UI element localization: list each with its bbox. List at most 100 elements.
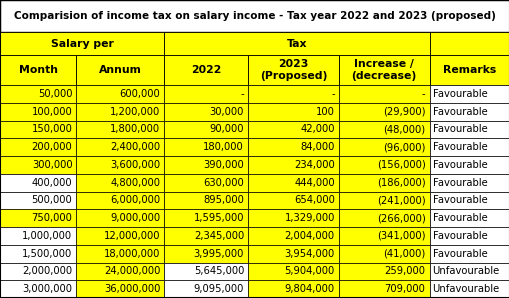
- Text: Favourable: Favourable: [432, 125, 487, 134]
- Bar: [76, 156, 164, 174]
- Text: 3,600,000: 3,600,000: [110, 160, 160, 170]
- Text: 90,000: 90,000: [209, 125, 244, 134]
- Bar: [164, 263, 248, 280]
- Bar: [0, 174, 76, 192]
- Text: Remarks: Remarks: [442, 65, 495, 75]
- Text: 444,000: 444,000: [294, 178, 334, 188]
- Text: 2022: 2022: [191, 65, 221, 75]
- Bar: [76, 103, 164, 121]
- Bar: [0, 121, 76, 138]
- Text: Favourable: Favourable: [432, 231, 487, 241]
- Bar: [76, 209, 164, 227]
- Bar: [248, 85, 338, 103]
- Bar: [0, 85, 76, 103]
- Text: 6,000,000: 6,000,000: [110, 195, 160, 205]
- Bar: [429, 121, 509, 138]
- Bar: [429, 227, 509, 245]
- Bar: [338, 85, 429, 103]
- Bar: [338, 174, 429, 192]
- Bar: [0, 192, 76, 209]
- Bar: [248, 263, 338, 280]
- Text: 500,000: 500,000: [32, 195, 72, 205]
- Bar: [429, 280, 509, 298]
- Text: 2,000,000: 2,000,000: [22, 266, 72, 276]
- Text: 9,000,000: 9,000,000: [110, 213, 160, 223]
- Bar: [76, 121, 164, 138]
- Text: 600,000: 600,000: [119, 89, 160, 99]
- Text: 1,200,000: 1,200,000: [110, 107, 160, 117]
- Text: (41,000): (41,000): [382, 249, 425, 259]
- Bar: [164, 32, 429, 55]
- Bar: [248, 280, 338, 298]
- Text: Unfavourable: Unfavourable: [432, 266, 499, 276]
- Text: (29,900): (29,900): [382, 107, 425, 117]
- Text: Favourable: Favourable: [432, 195, 487, 205]
- Text: 5,645,000: 5,645,000: [193, 266, 244, 276]
- Bar: [338, 209, 429, 227]
- Bar: [429, 209, 509, 227]
- Text: Favourable: Favourable: [432, 160, 487, 170]
- Text: -: -: [240, 89, 244, 99]
- Bar: [76, 227, 164, 245]
- Bar: [429, 103, 509, 121]
- Bar: [248, 103, 338, 121]
- Text: 400,000: 400,000: [32, 178, 72, 188]
- Text: 1,800,000: 1,800,000: [110, 125, 160, 134]
- Text: 12,000,000: 12,000,000: [103, 231, 160, 241]
- Bar: [248, 55, 338, 85]
- Bar: [76, 55, 164, 85]
- Text: Favourable: Favourable: [432, 89, 487, 99]
- Bar: [338, 138, 429, 156]
- Bar: [76, 280, 164, 298]
- Text: 654,000: 654,000: [293, 195, 334, 205]
- Bar: [76, 263, 164, 280]
- Text: -: -: [421, 89, 425, 99]
- Text: 9,804,000: 9,804,000: [284, 284, 334, 294]
- Text: 4,800,000: 4,800,000: [110, 178, 160, 188]
- Bar: [164, 192, 248, 209]
- Text: (96,000): (96,000): [382, 142, 425, 152]
- Text: 390,000: 390,000: [203, 160, 244, 170]
- Bar: [248, 121, 338, 138]
- Bar: [248, 192, 338, 209]
- Text: Favourable: Favourable: [432, 213, 487, 223]
- Text: Increase /
(decrease): Increase / (decrease): [351, 60, 416, 81]
- Text: 100: 100: [315, 107, 334, 117]
- Bar: [0, 138, 76, 156]
- Text: 3,000,000: 3,000,000: [22, 284, 72, 294]
- Bar: [429, 32, 509, 55]
- Text: 1,500,000: 1,500,000: [22, 249, 72, 259]
- Text: 5,904,000: 5,904,000: [284, 266, 334, 276]
- Bar: [0, 32, 164, 55]
- Text: (241,000): (241,000): [376, 195, 425, 205]
- Text: 2,400,000: 2,400,000: [110, 142, 160, 152]
- Text: Favourable: Favourable: [432, 178, 487, 188]
- Bar: [164, 245, 248, 263]
- Text: 750,000: 750,000: [32, 213, 72, 223]
- Text: (48,000): (48,000): [383, 125, 425, 134]
- Text: 2023
(Proposed): 2023 (Proposed): [260, 60, 327, 81]
- Text: 150,000: 150,000: [32, 125, 72, 134]
- Bar: [0, 103, 76, 121]
- Text: Favourable: Favourable: [432, 142, 487, 152]
- Bar: [164, 121, 248, 138]
- Text: (341,000): (341,000): [376, 231, 425, 241]
- Bar: [76, 138, 164, 156]
- Text: 30,000: 30,000: [209, 107, 244, 117]
- Bar: [429, 85, 509, 103]
- Text: 9,095,000: 9,095,000: [193, 284, 244, 294]
- Bar: [0, 227, 76, 245]
- Text: 42,000: 42,000: [300, 125, 334, 134]
- Text: 630,000: 630,000: [203, 178, 244, 188]
- Bar: [76, 174, 164, 192]
- Bar: [0, 280, 76, 298]
- Bar: [164, 85, 248, 103]
- Bar: [338, 192, 429, 209]
- Text: (156,000): (156,000): [376, 160, 425, 170]
- Text: 24,000,000: 24,000,000: [104, 266, 160, 276]
- Text: Unfavourable: Unfavourable: [432, 284, 499, 294]
- Bar: [0, 263, 76, 280]
- Bar: [429, 138, 509, 156]
- Text: 1,000,000: 1,000,000: [22, 231, 72, 241]
- Bar: [338, 280, 429, 298]
